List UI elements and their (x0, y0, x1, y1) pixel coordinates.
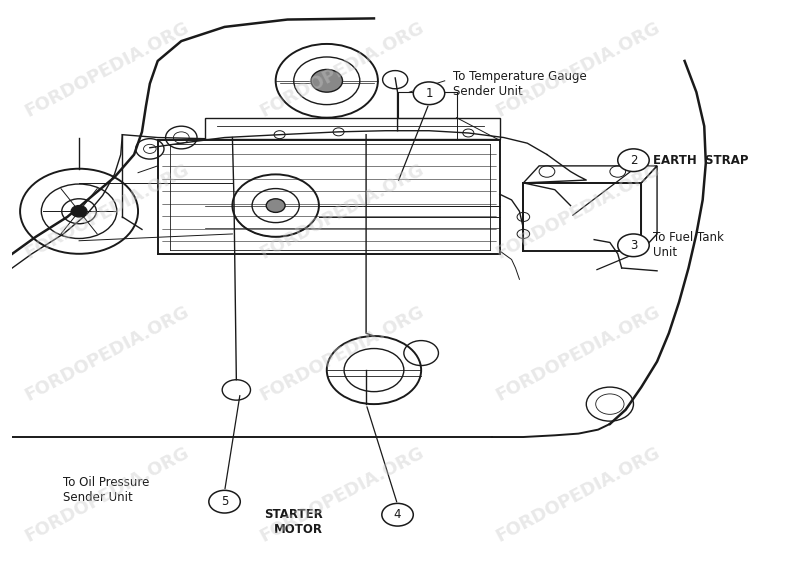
Circle shape (382, 503, 414, 526)
Circle shape (618, 234, 649, 256)
Circle shape (311, 70, 342, 92)
Text: FORDOPEDIA.ORG: FORDOPEDIA.ORG (258, 18, 428, 120)
Circle shape (414, 82, 445, 105)
Text: FORDOPEDIA.ORG: FORDOPEDIA.ORG (493, 18, 664, 120)
Text: FORDOPEDIA.ORG: FORDOPEDIA.ORG (258, 160, 428, 262)
Text: FORDOPEDIA.ORG: FORDOPEDIA.ORG (22, 18, 192, 120)
Text: 2: 2 (630, 154, 638, 166)
Circle shape (618, 149, 649, 172)
Circle shape (71, 206, 87, 217)
Text: 3: 3 (630, 239, 637, 252)
Text: 4: 4 (394, 508, 402, 521)
Text: FORDOPEDIA.ORG: FORDOPEDIA.ORG (22, 160, 192, 262)
Text: FORDOPEDIA.ORG: FORDOPEDIA.ORG (493, 302, 664, 404)
Text: To Oil Pressure
Sender Unit: To Oil Pressure Sender Unit (63, 477, 150, 504)
Text: 1: 1 (426, 87, 433, 100)
Text: To Temperature Gauge
Sender Unit: To Temperature Gauge Sender Unit (453, 70, 586, 97)
Circle shape (209, 490, 240, 513)
Text: 5: 5 (221, 495, 228, 508)
Text: FORDOPEDIA.ORG: FORDOPEDIA.ORG (493, 160, 664, 262)
Text: FORDOPEDIA.ORG: FORDOPEDIA.ORG (258, 302, 428, 404)
Text: FORDOPEDIA.ORG: FORDOPEDIA.ORG (22, 444, 192, 546)
Circle shape (266, 199, 285, 213)
Text: EARTH  STRAP: EARTH STRAP (653, 154, 749, 166)
Text: STARTER
MOTOR: STARTER MOTOR (264, 508, 323, 536)
Text: FORDOPEDIA.ORG: FORDOPEDIA.ORG (22, 302, 192, 404)
Text: FORDOPEDIA.ORG: FORDOPEDIA.ORG (493, 444, 664, 546)
Text: FORDOPEDIA.ORG: FORDOPEDIA.ORG (258, 444, 428, 546)
Text: To Fuel Tank
Unit: To Fuel Tank Unit (653, 231, 724, 259)
